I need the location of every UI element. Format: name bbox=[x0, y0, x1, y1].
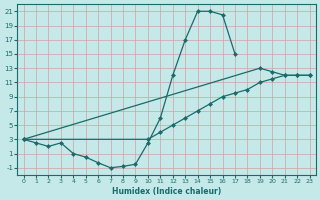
X-axis label: Humidex (Indice chaleur): Humidex (Indice chaleur) bbox=[112, 187, 221, 196]
